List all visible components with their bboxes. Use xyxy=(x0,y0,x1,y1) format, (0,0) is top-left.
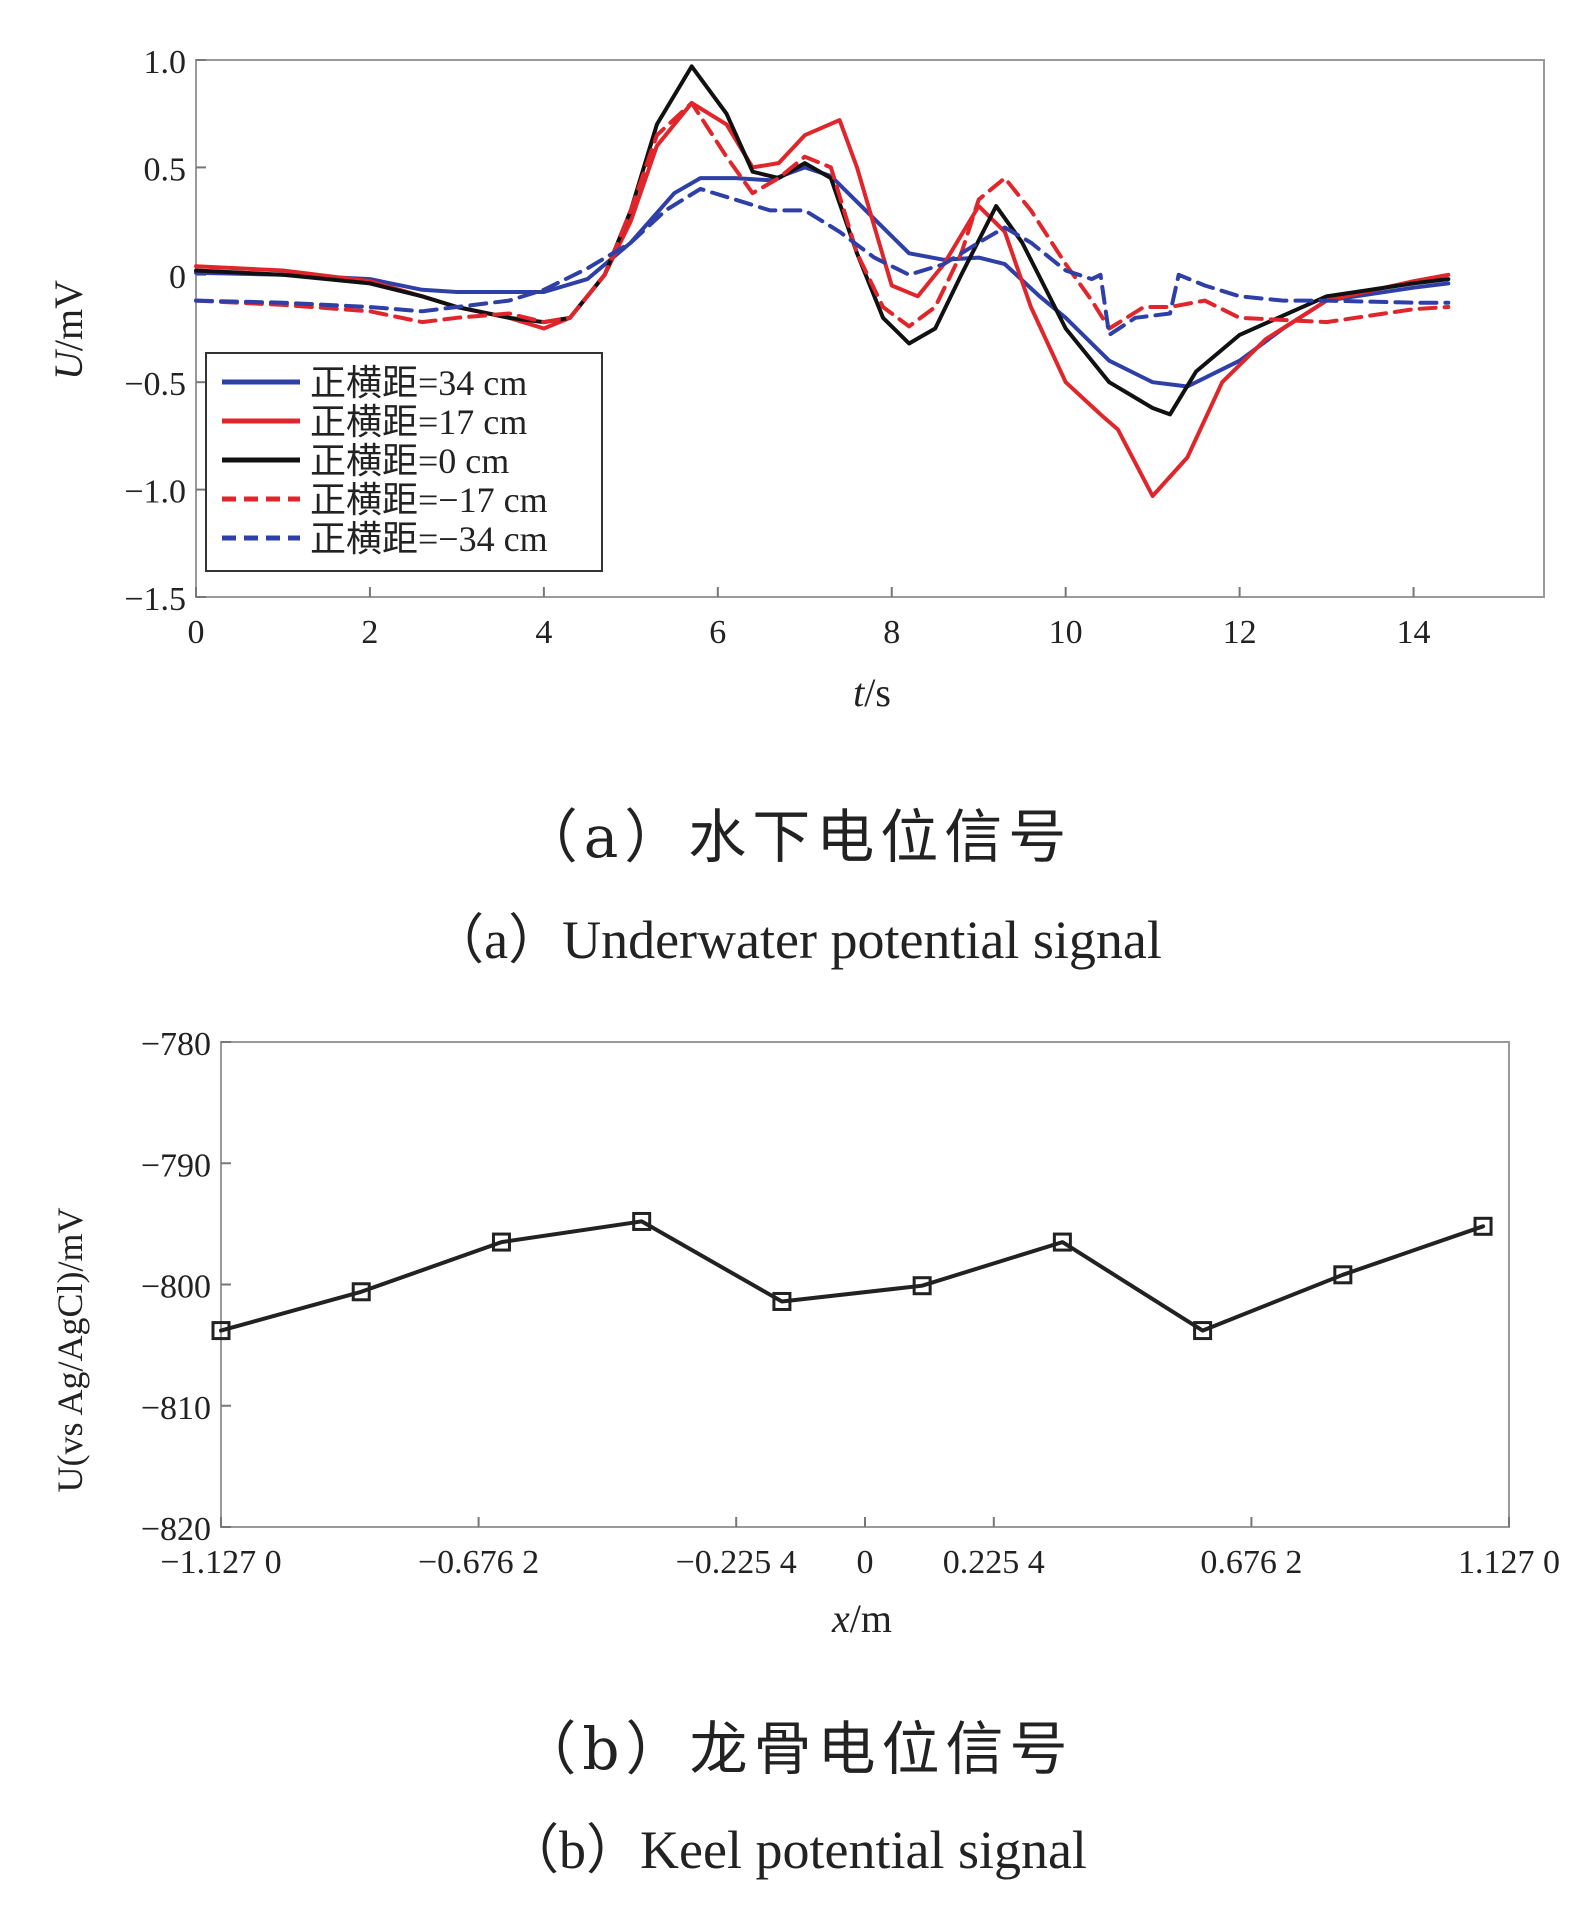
x-tick-label: 8 xyxy=(883,614,900,651)
caption-b-chinese: （b）龙骨电位信号 xyxy=(518,1715,1074,1783)
x-tick-label: −1.127 0 xyxy=(160,1544,281,1581)
series-line xyxy=(194,101,1451,331)
y-tick-label: −790 xyxy=(141,1147,211,1184)
y-tick-label: −1.0 xyxy=(124,474,186,511)
data-point-marker xyxy=(632,1211,652,1231)
x-axis-label: t/s xyxy=(853,670,891,715)
x-tick-label: 4 xyxy=(535,614,552,651)
x-tick-label: 10 xyxy=(1049,614,1083,651)
series-line xyxy=(194,186,1451,337)
x-axis-label: x/m xyxy=(831,1596,892,1641)
x-tick-label: −0.225 4 xyxy=(676,1544,797,1581)
data-point-marker xyxy=(912,1276,932,1296)
legend-label: 正横距=17 cm xyxy=(310,402,527,442)
data-point-marker xyxy=(351,1282,371,1302)
x-tick-label: 14 xyxy=(1397,614,1431,651)
data-point-marker xyxy=(1473,1216,1493,1236)
data-point-marker xyxy=(1333,1265,1353,1285)
legend-label: 正横距=0 cm xyxy=(310,441,509,481)
series-line xyxy=(194,101,1451,498)
y-axis-label: U/mV xyxy=(46,280,91,380)
series-line xyxy=(219,1219,1486,1333)
data-point-marker xyxy=(491,1232,511,1252)
series-line xyxy=(194,165,1451,389)
legend-label: 正横距=−17 cm xyxy=(310,480,548,520)
x-tick-label: 0.676 2 xyxy=(1200,1544,1302,1581)
data-point-marker xyxy=(1193,1321,1213,1341)
y-tick-label: −810 xyxy=(141,1390,211,1427)
legend-label: 正横距=34 cm xyxy=(310,363,527,403)
x-tick-label: 0 xyxy=(857,1544,874,1581)
y-tick-label: −0.5 xyxy=(124,366,186,403)
y-tick-label: −780 xyxy=(141,1026,211,1063)
y-tick-label: 0 xyxy=(169,259,186,296)
caption-a-english: （a）Underwater potential signal xyxy=(430,910,1162,970)
caption-a-chinese: （a）水下电位信号 xyxy=(519,803,1073,871)
x-tick-label: 1.127 0 xyxy=(1458,1544,1560,1581)
y-tick-label: 1.0 xyxy=(144,44,187,81)
legend-label: 正横距=−34 cm xyxy=(310,519,548,559)
x-tick-label: −0.676 2 xyxy=(418,1544,539,1581)
series-line xyxy=(194,64,1451,417)
plot-frame xyxy=(195,59,1545,598)
x-tick-label: 6 xyxy=(709,614,726,651)
data-point-marker xyxy=(1052,1232,1072,1252)
caption-b-english: （b）Keel potential signal xyxy=(505,1820,1087,1880)
y-tick-label: 0.5 xyxy=(144,151,187,188)
chart-keel-potential: −780 −790 −800 −810 −820−1.127 0 −0.676 2 −0.2… xyxy=(50,1026,1560,1641)
data-point-marker xyxy=(772,1291,792,1311)
y-tick-label: −820 xyxy=(141,1511,211,1548)
x-tick-label: 12 xyxy=(1223,614,1257,651)
x-tick-label: 0 xyxy=(188,614,205,651)
y-tick-label: −1.5 xyxy=(124,581,186,618)
x-tick-label: 0.225 4 xyxy=(943,1544,1045,1581)
y-tick-label: −800 xyxy=(141,1269,211,1306)
x-tick-label: 2 xyxy=(361,614,378,651)
data-point-marker xyxy=(211,1321,231,1341)
y-axis-label: U(vs Ag/AgCl)/mV xyxy=(50,1207,90,1492)
